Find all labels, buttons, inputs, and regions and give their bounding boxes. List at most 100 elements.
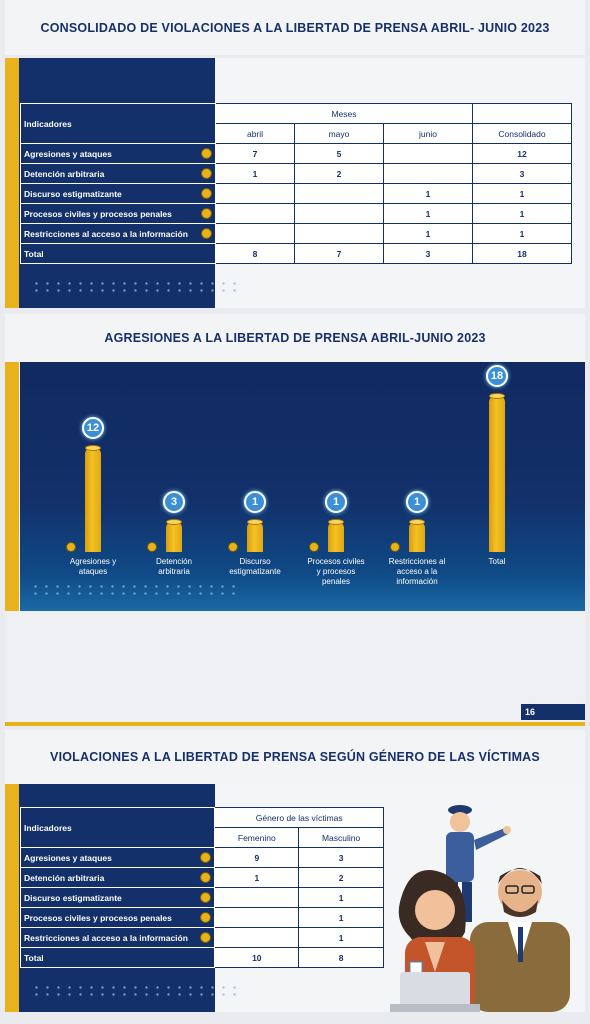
bar-chart-area [20,362,585,611]
empty-header-cell [472,103,572,124]
cell-masculino: 8 [298,947,384,968]
indicadores-header: Indicadores [20,103,216,144]
cell-mayo [294,203,384,224]
femenino-header: Femenino [214,827,300,848]
speech-icon [200,892,212,903]
row-label-text: Agresiones y ataques [24,852,112,863]
row-label-text: Total [24,952,44,963]
lock-icon [201,228,212,239]
cell-junio: 3 [383,243,473,264]
meses-header: Meses [215,103,473,124]
table-row: Procesos civiles y procesos penales 1 1 [20,203,572,224]
row-label: Procesos civiles y procesos penales [20,203,216,224]
gold-side-stripe [5,58,19,308]
cell-abril: 7 [215,143,295,164]
cell-junio: 1 [383,183,473,204]
row-label: Total [20,243,216,264]
cell-masculino: 1 [298,927,384,948]
row-label-text: Procesos civiles y procesos penales [24,208,172,219]
handcuffs-icon [200,872,212,883]
police-officer-figure [446,805,511,922]
row-label: Detención arbitraria [20,163,216,184]
row-label: Total [19,947,216,968]
dot-pattern [31,280,241,294]
row-label-text: Restricciones al acceso a la información [24,932,188,943]
cell-abril [215,183,295,204]
table-header-row: Indicadores Género de las víctimas [19,807,384,848]
abril-header: abril [215,123,295,144]
male-journalist-figure [470,868,570,1012]
cell-femenino: 1 [214,867,300,888]
gold-footer-stripe [5,722,585,726]
section3-title: VIOLACIONES A LA LIBERTAD DE PRENSA SEGÚ… [50,750,540,764]
table-subheader-row: abril mayo junio Consolidado [21,123,572,144]
table-row: Detención arbitraria 1 2 3 [20,163,572,184]
table-row: Procesos civiles y procesos penales 1 [19,907,384,928]
row-label-text: Discurso estigmatizante [24,892,122,903]
table-row: Detención arbitraria 1 2 [19,867,384,888]
table-subheader-row: Femenino Masculino [21,827,384,848]
table-row: Restricciones al acceso a la información… [19,927,384,948]
speech-icon [201,188,212,199]
section2-title-bar: AGRESIONES A LA LIBERTAD DE PRENSA ABRIL… [5,314,585,362]
cell-consolidado: 1 [472,223,572,244]
cell-femenino [214,887,300,908]
handcuffs-icon [201,168,212,179]
cell-femenino: 9 [214,847,300,868]
row-label-text: Agresiones y ataques [24,148,112,159]
police-officer-and-journalists-illustration [390,805,570,1012]
cell-junio [383,163,473,184]
masculino-header: Masculino [298,827,384,848]
fist-icon [201,148,212,159]
indicadores-header: Indicadores [19,807,216,848]
cell-masculino: 1 [298,907,384,928]
lock-icon [200,932,212,943]
section3-title-bar: VIOLACIONES A LA LIBERTAD DE PRENSA SEGÚ… [5,730,585,784]
laptop-figure [390,972,480,1012]
cell-junio [383,143,473,164]
row-label-text: Discurso estigmatizante [24,188,122,199]
row-label: Restricciones al acceso a la información [20,223,216,244]
row-label: Agresiones y ataques [19,847,216,868]
table-total-row: Total 10 8 [19,947,384,968]
gold-side-stripe [5,362,19,611]
gold-side-stripe [5,784,19,1012]
dot-pattern [30,583,240,597]
section2-title: AGRESIONES A LA LIBERTAD DE PRENSA ABRIL… [104,331,486,345]
cell-consolidado: 1 [472,183,572,204]
cell-abril [215,223,295,244]
consolidated-table: Indicadores Meses abril mayo junio Conso… [20,103,572,264]
row-label-text: Total [24,248,44,259]
dot-pattern [31,984,241,998]
table-row: Discurso estigmatizante 1 1 [20,183,572,204]
row-label-text: Restricciones al acceso a la información [24,228,188,239]
row-label-text: Detención arbitraria [24,168,105,179]
row-label: Discurso estigmatizante [20,183,216,204]
cell-femenino [214,907,300,928]
row-label: Restricciones al acceso a la información [19,927,216,948]
gavel-icon [201,208,212,219]
fist-icon [200,852,212,863]
row-label: Detención arbitraria [19,867,216,888]
cell-mayo: 2 [294,163,384,184]
cell-mayo: 5 [294,143,384,164]
cell-masculino: 1 [298,887,384,908]
genero-header: Género de las víctimas [214,807,384,828]
table-header-row: Indicadores Meses [20,103,572,144]
cell-mayo: 7 [294,243,384,264]
cell-junio: 1 [383,223,473,244]
cell-masculino: 2 [298,867,384,888]
table-row: Agresiones y ataques 9 3 [19,847,384,868]
cell-consolidado: 3 [472,163,572,184]
table-row: Discurso estigmatizante 1 [19,887,384,908]
cell-femenino: 10 [214,947,300,968]
table-row: Restricciones al acceso a la información… [20,223,572,244]
cell-consolidado: 1 [472,203,572,224]
cell-abril: 8 [215,243,295,264]
row-label-text: Procesos civiles y procesos penales [24,912,172,923]
section1-title-bar: CONSOLIDADO DE VIOLACIONES A LA LIBERTAD… [5,0,585,55]
consolidado-header: Consolidado [472,123,572,144]
junio-header: junio [383,123,473,144]
gavel-icon [200,912,212,923]
row-label: Procesos civiles y procesos penales [19,907,216,928]
